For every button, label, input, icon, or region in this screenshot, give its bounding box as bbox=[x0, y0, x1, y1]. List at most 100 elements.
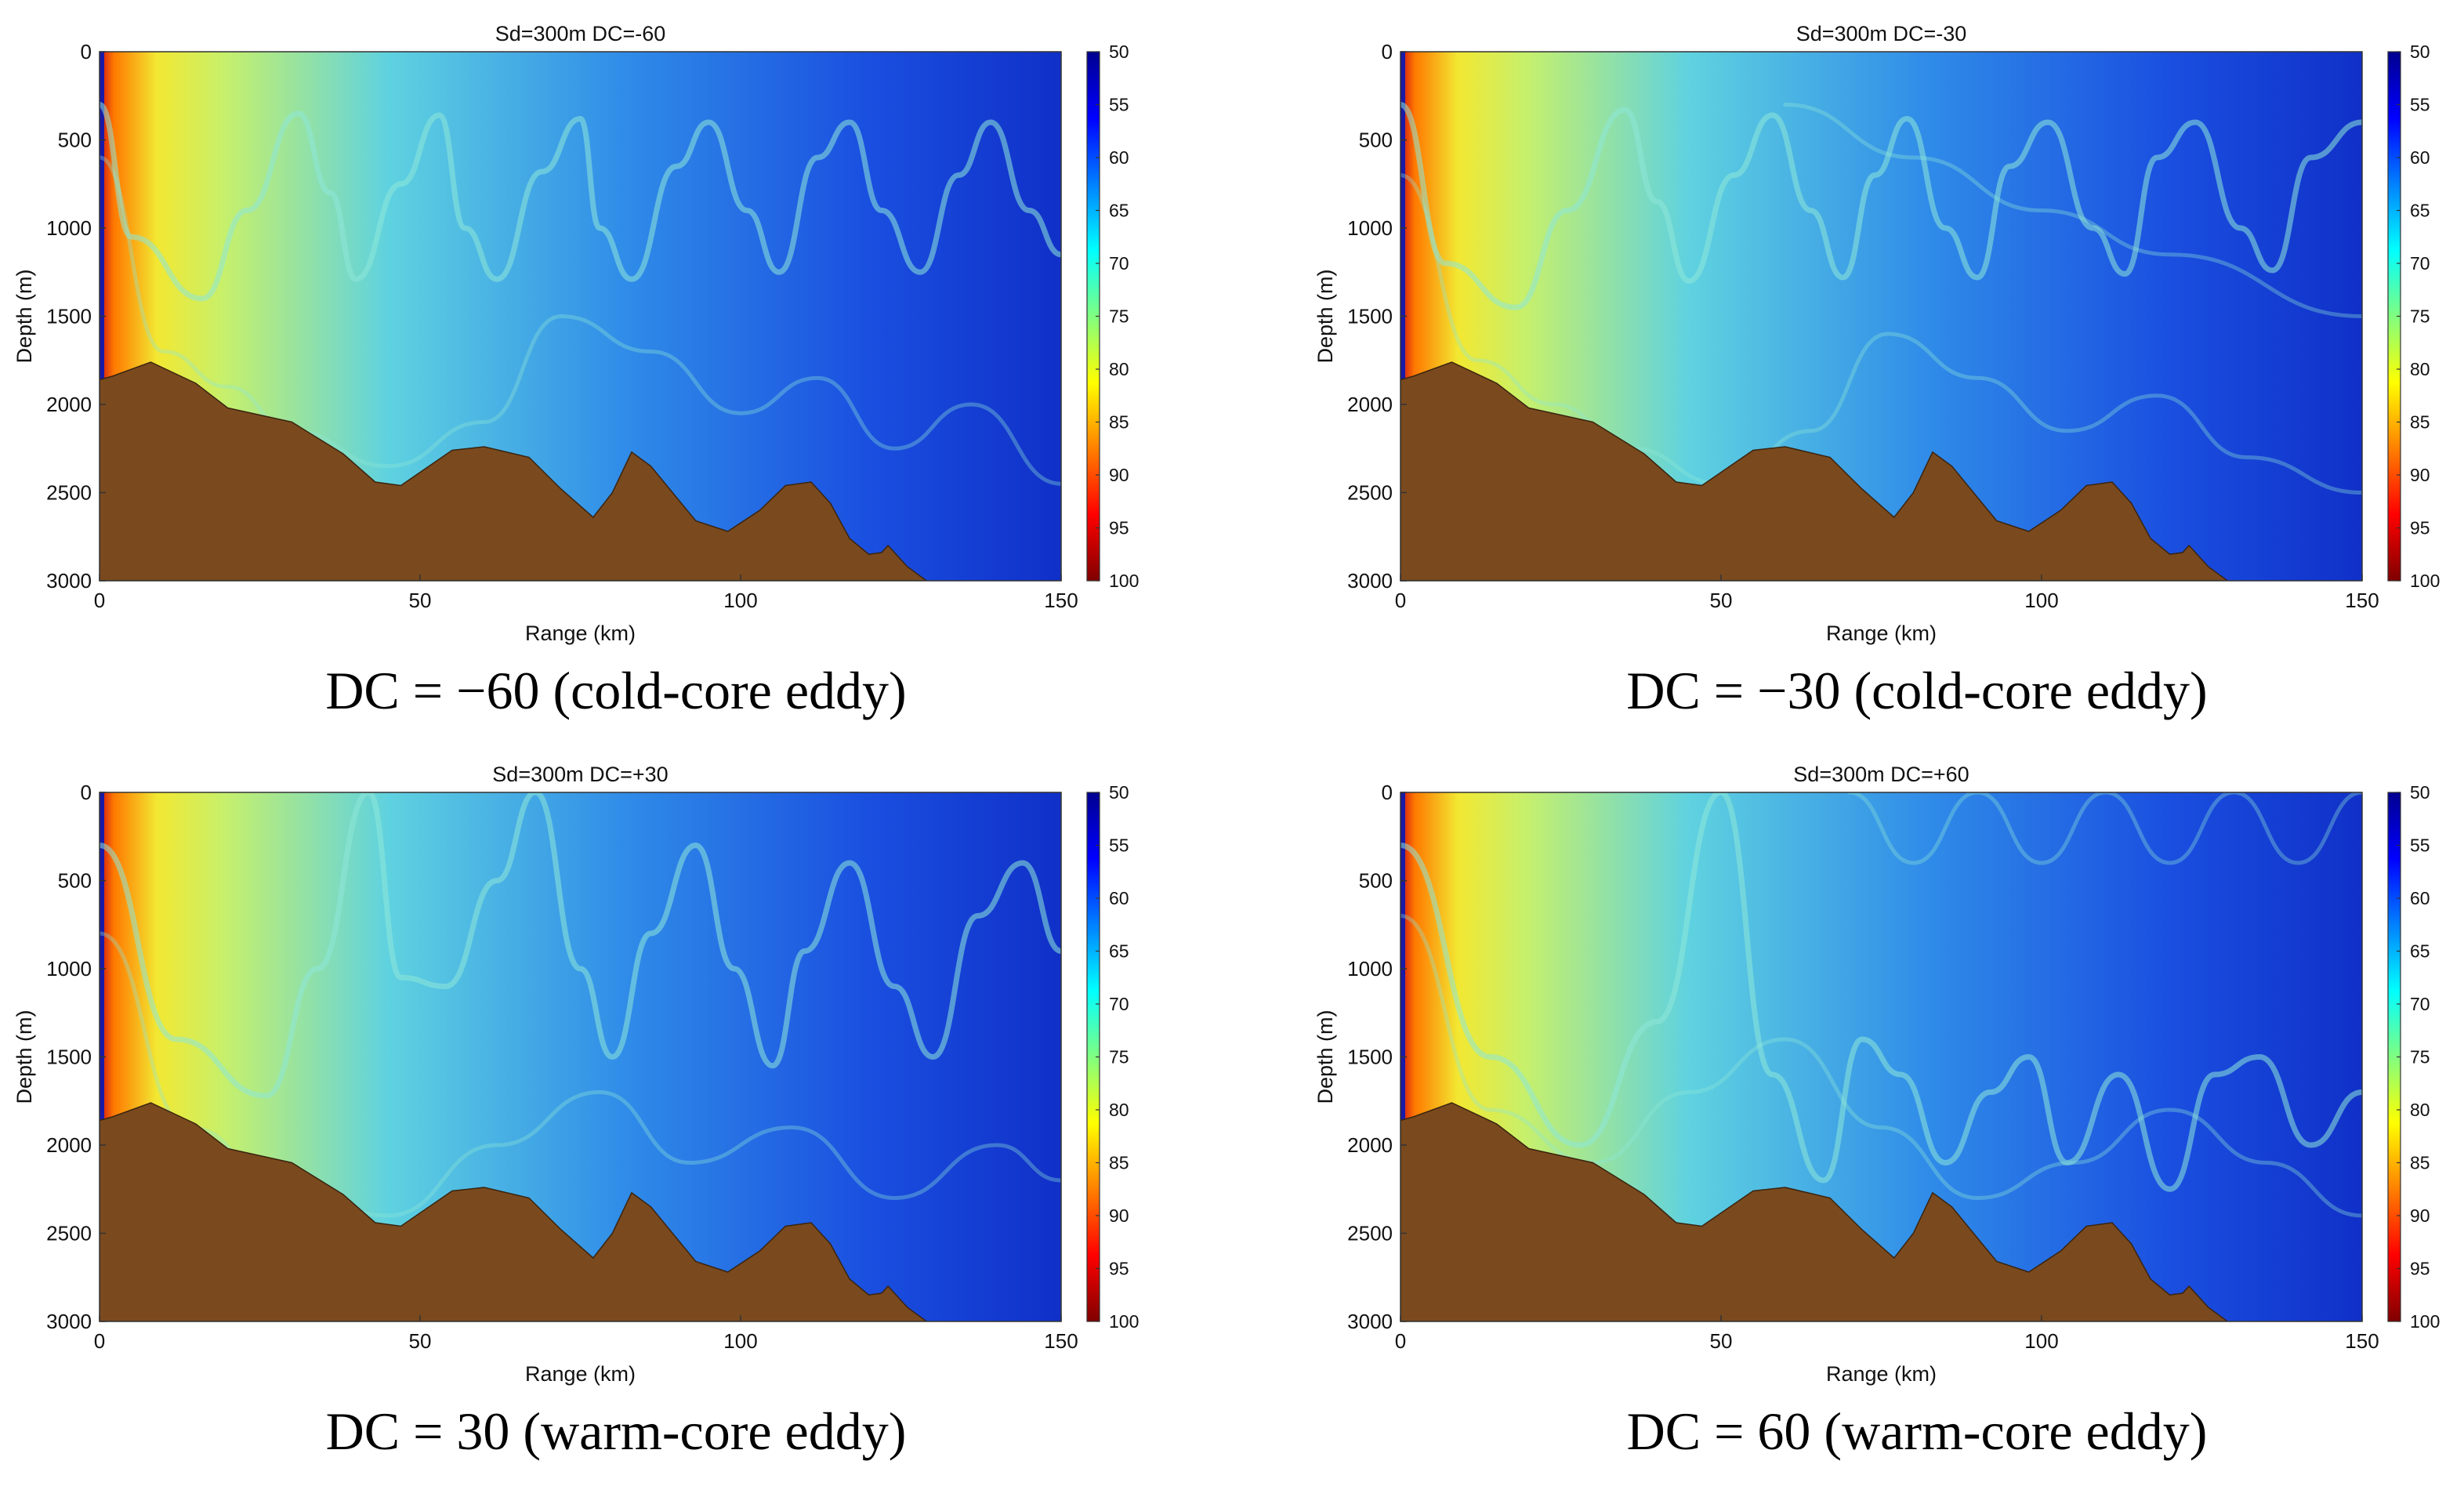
colorbar-tick-label: 70 bbox=[1109, 994, 1129, 1014]
x-tick-label: 0 bbox=[1395, 1329, 1406, 1353]
ray-arc bbox=[100, 155, 1061, 486]
colorbar-tick-label: 55 bbox=[2410, 835, 2430, 856]
panel-caption: DC = 30 (warm-core eddy) bbox=[325, 1401, 907, 1461]
x-tick-label: 100 bbox=[2024, 1329, 2058, 1353]
y-axis-label: Depth (m) bbox=[13, 1009, 36, 1104]
x-tick-label: 150 bbox=[2345, 1329, 2379, 1353]
y-tick-label: 1500 bbox=[1347, 305, 1393, 328]
x-tick-label: 150 bbox=[1044, 589, 1078, 612]
colorbar-tick-label: 75 bbox=[2410, 306, 2430, 327]
y-axis-label: Depth (m) bbox=[1314, 1009, 1337, 1104]
y-tick-label: 0 bbox=[81, 781, 92, 804]
x-tick-label: 50 bbox=[409, 1329, 432, 1353]
seafloor bbox=[100, 361, 928, 581]
y-tick-label: 2000 bbox=[46, 393, 92, 416]
ray-arc bbox=[100, 792, 1061, 1099]
x-axis-label: Range (km) bbox=[525, 1362, 636, 1386]
colorbar-tick-label: 55 bbox=[1109, 835, 1129, 856]
colorbar-tick-label: 80 bbox=[2410, 359, 2430, 379]
ray-arc bbox=[1783, 103, 2362, 318]
colorbar-tick-label: 70 bbox=[2410, 253, 2430, 274]
colorbar-tick-label: 85 bbox=[2410, 1153, 2430, 1173]
colorbar-tick-label: 90 bbox=[2410, 465, 2430, 485]
colorbar-tick-label: 95 bbox=[1109, 1259, 1129, 1279]
ray-arc bbox=[1400, 173, 2362, 495]
y-tick-label: 500 bbox=[1359, 869, 1393, 893]
colorbar-tick-label: 60 bbox=[1109, 888, 1129, 908]
plot-title: Sd=300m DC=+60 bbox=[1793, 763, 1969, 786]
colorbar-tick-label: 100 bbox=[1109, 1311, 1139, 1332]
seafloor bbox=[1400, 361, 2229, 581]
y-tick-label: 2500 bbox=[46, 481, 92, 505]
panel-caption: DC = −60 (cold-core eddy) bbox=[325, 661, 907, 720]
x-tick-label: 150 bbox=[2345, 589, 2379, 612]
y-tick-label: 2000 bbox=[46, 1133, 92, 1157]
y-tick-label: 0 bbox=[1382, 781, 1393, 804]
colorbar-tick-label: 60 bbox=[2410, 888, 2430, 908]
x-tick-label: 0 bbox=[94, 589, 105, 612]
y-tick-label: 3000 bbox=[1347, 569, 1393, 593]
y-tick-label: 0 bbox=[81, 40, 92, 63]
colorbar-tick-label: 70 bbox=[1109, 253, 1129, 274]
y-tick-label: 500 bbox=[1359, 129, 1393, 152]
x-axis-label: Range (km) bbox=[1826, 622, 1937, 645]
colorbar-tick-label: 65 bbox=[1109, 941, 1129, 962]
ray-arc bbox=[1847, 792, 2362, 865]
panel-caption: DC = 60 (warm-core eddy) bbox=[1626, 1401, 2208, 1461]
x-tick-label: 50 bbox=[409, 589, 432, 612]
y-tick-label: 2000 bbox=[1347, 1133, 1393, 1157]
colorbar-tick-label: 55 bbox=[2410, 95, 2430, 115]
ray-arcs bbox=[1400, 102, 2362, 495]
panel-dc-plus-60: Sd=300m DC=+60 0 500 1000 1500 2000 2500 3000 0 5… bbox=[1301, 741, 2464, 1489]
x-axis-label: Range (km) bbox=[525, 622, 636, 645]
colorbar-tick-label: 65 bbox=[2410, 941, 2430, 962]
y-tick-label: 500 bbox=[58, 869, 92, 893]
colorbar-tick-label: 70 bbox=[2410, 994, 2430, 1014]
y-tick-label: 2000 bbox=[1347, 393, 1393, 416]
colorbar-tick-label: 90 bbox=[1109, 465, 1129, 485]
ray-arcs bbox=[1400, 792, 2362, 1218]
seafloor bbox=[100, 1102, 928, 1321]
y-tick-label: 3000 bbox=[1347, 1310, 1393, 1333]
colorbar-tick-label: 75 bbox=[1109, 1047, 1129, 1067]
colorbar-tick-label: 85 bbox=[2410, 412, 2430, 433]
y-tick-label: 2500 bbox=[1347, 1222, 1393, 1245]
colorbar-tick-label: 50 bbox=[2410, 782, 2430, 803]
x-tick-label: 100 bbox=[723, 1329, 757, 1353]
y-tick-label: 3000 bbox=[46, 1310, 92, 1333]
colorbar-tick-label: 90 bbox=[2410, 1205, 2430, 1226]
x-tick-label: 0 bbox=[1395, 589, 1406, 612]
y-tick-label: 1000 bbox=[1347, 216, 1393, 240]
y-tick-label: 2500 bbox=[1347, 481, 1393, 505]
colorbar-tick-label: 100 bbox=[2410, 1311, 2440, 1332]
ray-arc bbox=[1400, 792, 2362, 1192]
colorbar-tick-label: 75 bbox=[2410, 1047, 2430, 1067]
colorbar-tick-label: 80 bbox=[1109, 359, 1129, 379]
y-tick-label: 1500 bbox=[46, 1046, 92, 1069]
x-tick-label: 150 bbox=[1044, 1329, 1078, 1353]
colorbar-tick-label: 60 bbox=[2410, 147, 2430, 168]
x-tick-label: 100 bbox=[723, 589, 757, 612]
panel-caption: DC = −30 (cold-core eddy) bbox=[1626, 661, 2208, 720]
colorbar-tick-label: 85 bbox=[1109, 412, 1129, 433]
plot-title: Sd=300m DC=-60 bbox=[495, 22, 666, 45]
colorbar-tick-label: 80 bbox=[2410, 1100, 2430, 1120]
y-tick-label: 2500 bbox=[46, 1222, 92, 1245]
x-axis-label: Range (km) bbox=[1826, 1362, 1937, 1386]
colorbar-tick-label: 100 bbox=[1109, 571, 1139, 591]
colorbar-tick-label: 65 bbox=[2410, 201, 2430, 221]
colorbar-tick-label: 60 bbox=[1109, 147, 1129, 168]
x-tick-label: 50 bbox=[1710, 1329, 1733, 1353]
panel-dc-minus-60: Sd=300m DC=-60 0 500 1000 1500 2000 2500 3000 0 5… bbox=[0, 0, 1232, 748]
ray-arc bbox=[1400, 914, 2362, 1218]
colorbar-tick-label: 50 bbox=[1109, 782, 1129, 803]
colorbar-tick-label: 50 bbox=[2410, 42, 2430, 62]
colorbar-tick-label: 75 bbox=[1109, 306, 1129, 327]
y-tick-label: 1500 bbox=[46, 305, 92, 328]
y-tick-label: 1000 bbox=[46, 216, 92, 240]
ray-arc bbox=[100, 931, 1061, 1218]
y-tick-label: 3000 bbox=[46, 569, 92, 593]
